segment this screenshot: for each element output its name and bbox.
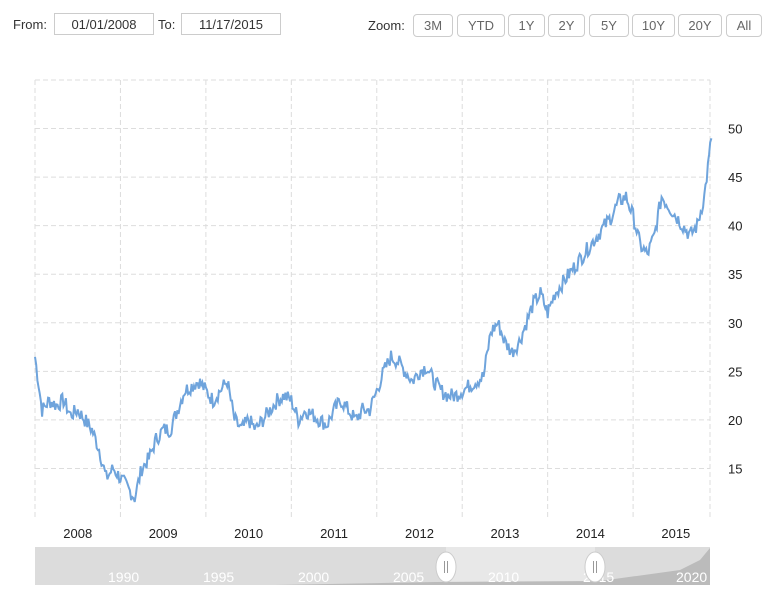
x-tick-label: 2010	[234, 526, 263, 541]
from-date-input[interactable]: 01/01/2008	[54, 13, 154, 35]
navigator-series-area	[275, 548, 710, 585]
zoom-button-all[interactable]: All	[726, 14, 762, 37]
to-label: To:	[158, 17, 176, 32]
x-tick-label: 2009	[149, 526, 178, 541]
y-tick-label: 25	[728, 364, 742, 379]
navigator-handle[interactable]	[435, 551, 457, 583]
y-tick-label: 40	[728, 219, 742, 234]
zoom-button-3m[interactable]: 3M	[413, 14, 453, 37]
navigator-year-label: 2020	[676, 569, 707, 585]
x-tick-label: 2013	[490, 526, 519, 541]
navigator-year-label: 1995	[203, 569, 234, 585]
price-series-line	[34, 137, 713, 503]
navigator-selected-range	[446, 547, 595, 585]
y-tick-label: 45	[728, 170, 742, 185]
x-tick-label: 2014	[576, 526, 605, 541]
x-tick-label: 2008	[63, 526, 92, 541]
to-date-input[interactable]: 11/17/2015	[181, 13, 281, 35]
navigator-year-label: 2010	[488, 569, 519, 585]
y-tick-label: 30	[728, 316, 742, 331]
zoom-button-5y[interactable]: 5Y	[589, 14, 629, 37]
navigator-year-label: 1990	[108, 569, 139, 585]
x-tick-label: 2012	[405, 526, 434, 541]
from-label: From:	[13, 17, 47, 32]
y-tick-label: 35	[728, 267, 742, 282]
zoom-button-ytd[interactable]: YTD	[457, 14, 505, 37]
zoom-label: Zoom:	[368, 18, 405, 33]
zoom-button-2y[interactable]: 2Y	[548, 14, 585, 37]
navigator-year-label: 2005	[393, 569, 424, 585]
navigator-year-label: 2000	[298, 569, 329, 585]
zoom-button-1y[interactable]: 1Y	[508, 14, 545, 37]
y-tick-label: 20	[728, 413, 742, 428]
x-tick-label: 2015	[661, 526, 690, 541]
zoom-button-20y[interactable]: 20Y	[678, 14, 722, 37]
y-tick-label: 15	[728, 461, 742, 476]
zoom-button-10y[interactable]: 10Y	[632, 14, 675, 37]
y-tick-label: 50	[728, 122, 742, 137]
x-tick-label: 2011	[320, 526, 348, 541]
navigator-handle[interactable]	[584, 551, 606, 583]
